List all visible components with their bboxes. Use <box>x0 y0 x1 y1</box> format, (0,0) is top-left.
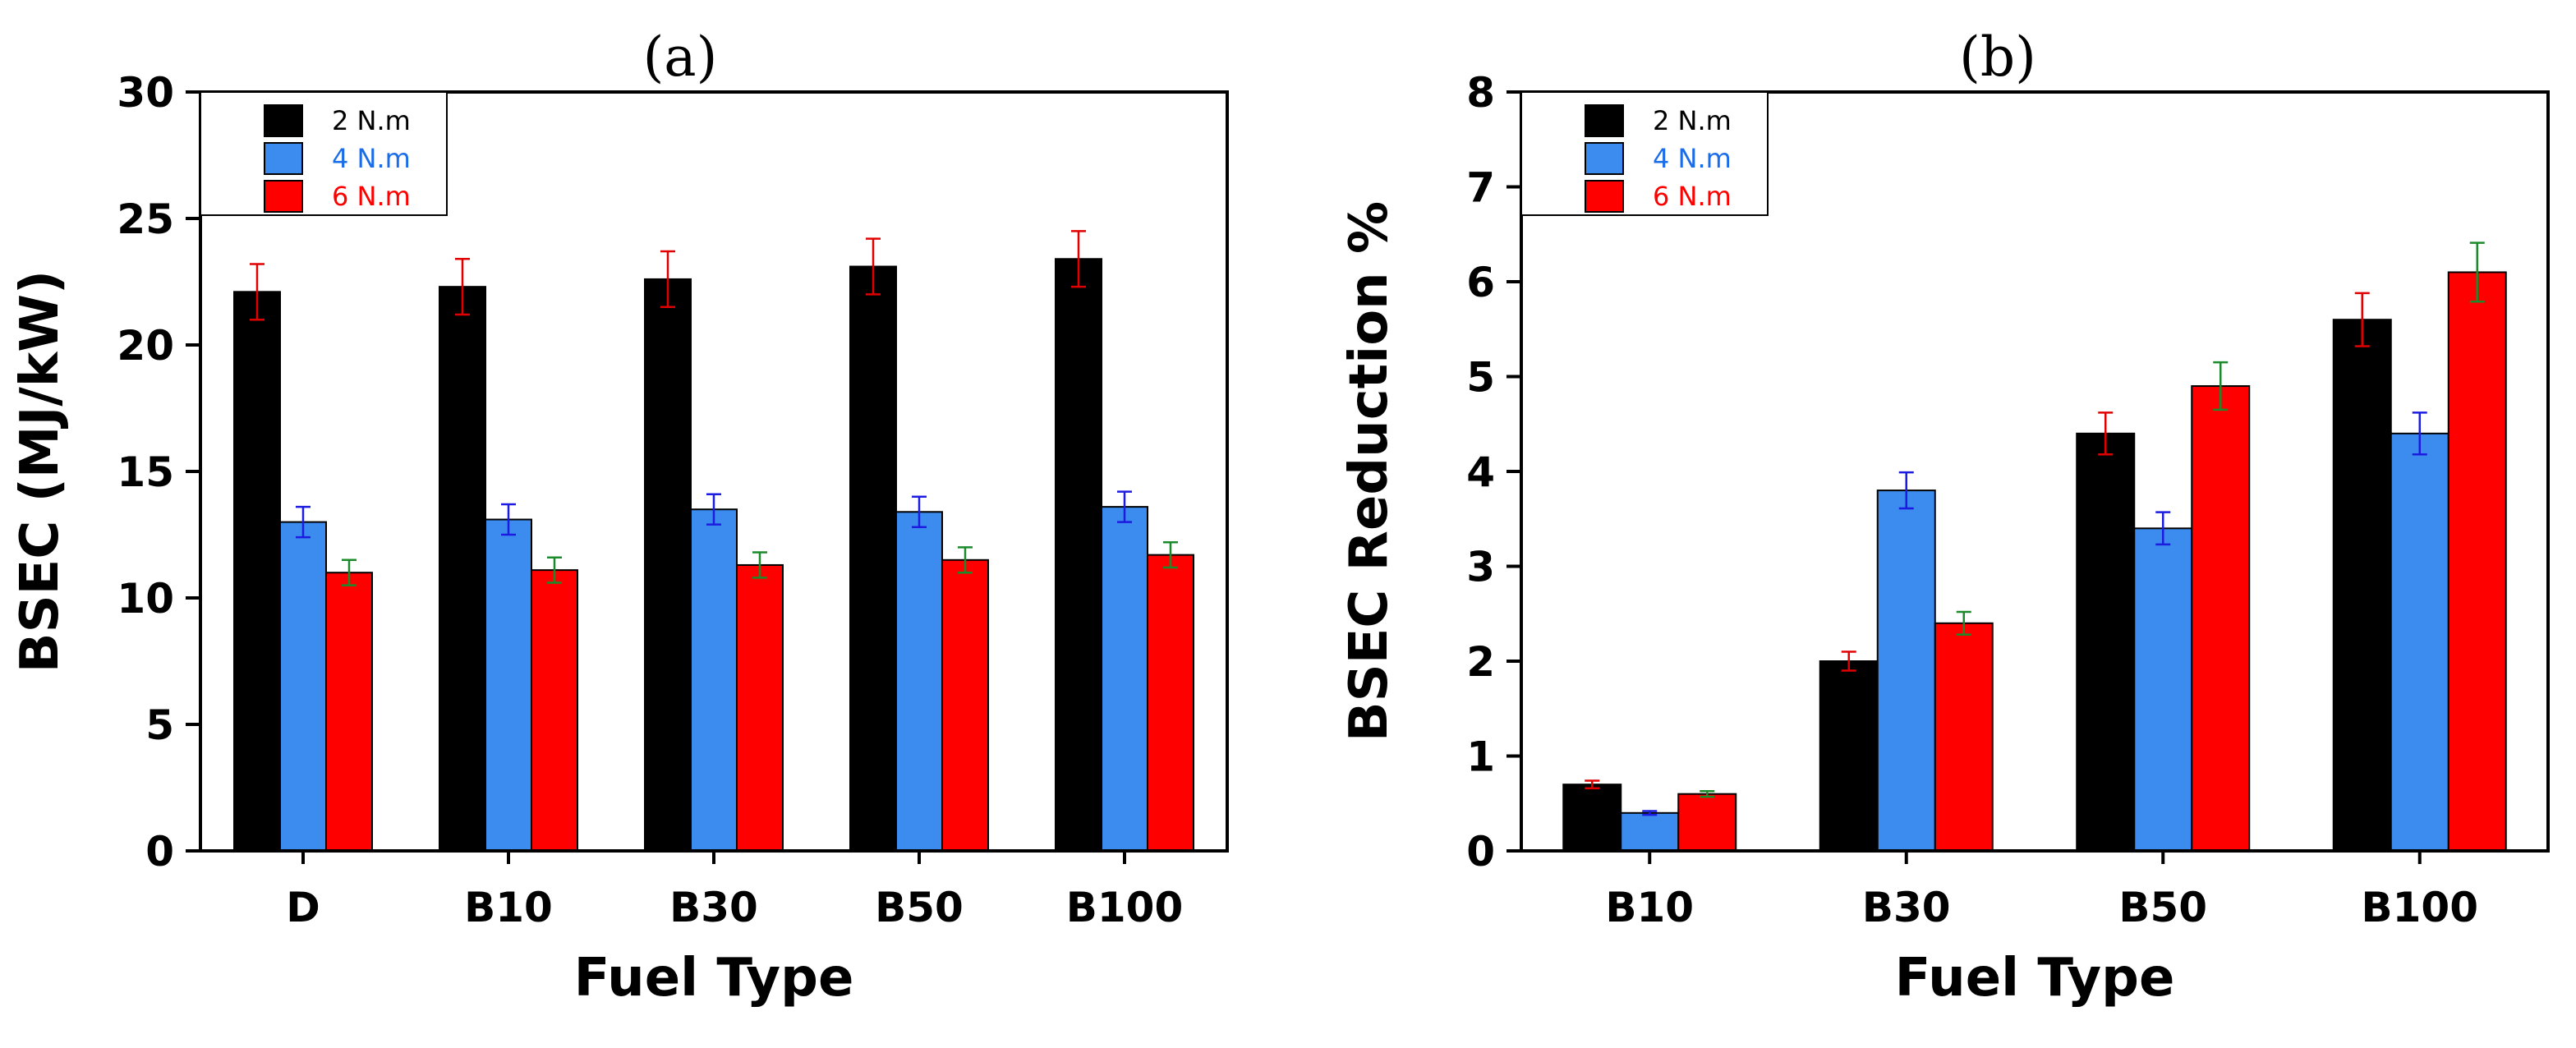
bar <box>1677 793 1737 853</box>
y-tick-label: 5 <box>1466 354 1495 402</box>
bar <box>325 572 373 852</box>
y-tick-label: 30 <box>117 69 174 117</box>
legend-label: 4 N.m <box>332 143 411 174</box>
panel-title: (a) <box>643 25 718 89</box>
y-tick-label: 4 <box>1466 448 1495 496</box>
bar <box>1147 554 1194 852</box>
bar <box>2390 432 2450 852</box>
plot-frame <box>199 90 1229 853</box>
bar <box>1101 506 1148 852</box>
bar <box>1620 811 1680 852</box>
bar <box>1562 784 1622 853</box>
y-tick-label: 3 <box>1466 544 1495 591</box>
x-axis-title: Fuel Type <box>574 948 854 1009</box>
y-tick-label: 2 <box>1466 638 1495 686</box>
y-tick-label: 8 <box>1466 69 1495 117</box>
legend-label: 2 N.m <box>332 105 411 136</box>
bar <box>690 508 738 852</box>
legend-swatch <box>1585 142 1624 175</box>
bar <box>2447 271 2507 852</box>
x-tick-label: B10 <box>464 884 553 931</box>
plot-frame <box>1520 90 2550 853</box>
x-tick-label: B100 <box>2362 884 2478 931</box>
bar <box>736 563 784 853</box>
y-axis-title: BSEC (MJ/kW) <box>10 270 71 673</box>
panel-a: (a) D B10 B30 B50 B100 0 5 10 15 20 25 30 Fuel Type BS… <box>10 25 1229 1009</box>
y-tick-label: 10 <box>117 575 174 623</box>
legend-swatch <box>264 104 303 137</box>
bar <box>1934 622 1994 852</box>
y-tick-label: 1 <box>1466 733 1495 781</box>
bar <box>2076 432 2136 852</box>
legend-swatch <box>1585 180 1624 213</box>
legend-label: 6 N.m <box>1653 181 1732 212</box>
x-tick-label: B10 <box>1605 884 1694 931</box>
bar <box>644 278 692 853</box>
y-tick-label: 0 <box>1466 828 1495 876</box>
y-tick-label: 25 <box>117 195 174 243</box>
bar <box>1819 660 1879 852</box>
legend-label: 4 N.m <box>1653 143 1732 174</box>
bar <box>895 511 943 853</box>
y-tick-label: 15 <box>117 448 174 496</box>
bar <box>941 558 989 852</box>
legend-swatch <box>264 142 303 175</box>
y-axis-title: BSEC Reduction % <box>1339 201 1400 742</box>
y-tick-label: 6 <box>1466 259 1495 306</box>
bar <box>2133 527 2193 852</box>
y-tick-label: 20 <box>117 322 174 370</box>
x-tick-label: B50 <box>2118 884 2207 931</box>
bar <box>1055 258 1102 852</box>
legend-label: 6 N.m <box>332 181 411 212</box>
y-tick-label: 5 <box>145 701 174 749</box>
bar <box>233 291 281 852</box>
x-tick-label: B30 <box>1862 884 1951 931</box>
legend-box <box>1520 91 1769 216</box>
bar <box>439 286 486 853</box>
legend-swatch <box>1585 104 1624 137</box>
bar <box>485 518 532 853</box>
bar <box>849 265 897 852</box>
legend-swatch <box>264 180 303 213</box>
bar <box>531 569 578 852</box>
legend-label: 2 N.m <box>1653 105 1732 136</box>
x-tick-label: D <box>286 884 320 931</box>
x-tick-label: B100 <box>1066 884 1183 931</box>
panel-title: (b) <box>1959 25 2036 89</box>
y-tick-label: 7 <box>1466 164 1495 212</box>
y-tick-label: 0 <box>145 828 174 876</box>
x-axis-title: Fuel Type <box>1895 948 2175 1009</box>
bar <box>1876 490 1936 852</box>
x-tick-label: B30 <box>669 884 758 931</box>
bar <box>2191 385 2251 852</box>
bar <box>2332 319 2392 852</box>
legend-box <box>200 91 448 216</box>
bar <box>279 521 327 852</box>
panel-b: (b) B10 B30 B50 B100 0 1 2 3 4 5 6 7 8 Fuel Type BSEC R… <box>1339 25 2550 1009</box>
x-tick-label: B50 <box>875 884 964 931</box>
